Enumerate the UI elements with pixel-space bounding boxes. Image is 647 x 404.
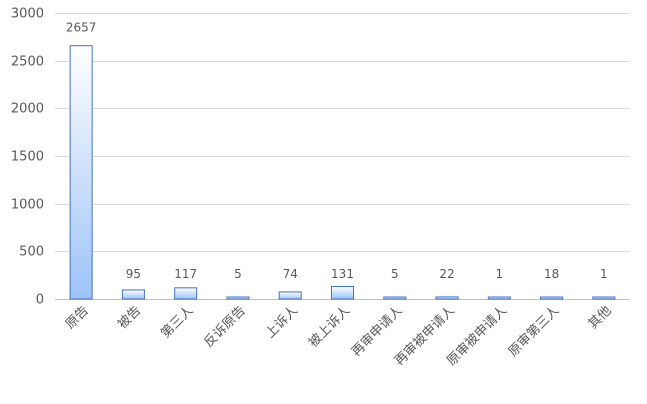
data-label: 5: [234, 267, 242, 281]
bar: [69, 45, 93, 300]
bars: [69, 45, 616, 300]
bar: [226, 296, 250, 300]
x-tick-label: 再审申请人: [349, 303, 406, 360]
bar: [487, 296, 511, 300]
x-axis: 原告 被告 第三人 反诉原告 上诉人 被上诉人再审申请人再审被申请人原审被申请人原审第三人…: [63, 303, 615, 369]
bar: [278, 291, 302, 300]
y-tick-label: 2500: [11, 55, 44, 70]
bar: [383, 296, 407, 300]
bar: [592, 296, 616, 300]
data-label: 2657: [66, 21, 97, 35]
bar: [331, 286, 354, 300]
data-label: 95: [126, 267, 141, 281]
x-tick-label: 第三人: [158, 303, 196, 341]
bar: [121, 289, 145, 300]
y-tick-label: 3000: [11, 7, 44, 22]
bar: [435, 296, 459, 300]
x-tick-label: 其他: [586, 303, 615, 332]
data-label: 18: [544, 267, 559, 281]
data-label: 1: [600, 267, 608, 281]
data-label: 1: [495, 267, 503, 281]
data-label: 22: [439, 267, 454, 281]
y-tick-label: 500: [19, 245, 44, 260]
x-tick-label: 上诉人: [263, 303, 301, 341]
bar: [540, 296, 564, 300]
y-tick-label: 1500: [11, 150, 44, 165]
y-tick-label: 1000: [11, 198, 44, 213]
data-labels: 2657 95 117 5 74 131 5 22 1 18 1: [66, 21, 608, 281]
y-axis: 0 500 1000 1500 2000 2500 3000: [11, 7, 44, 308]
x-tick-label: 原审第三人: [506, 303, 563, 360]
data-label: 117: [174, 267, 197, 281]
data-label: 74: [283, 267, 298, 281]
bar: [174, 287, 198, 300]
x-tick-label: 被告: [115, 303, 144, 332]
y-tick-label: 0: [36, 293, 44, 308]
data-label: 5: [391, 267, 399, 281]
y-tick-label: 2000: [11, 102, 44, 117]
x-tick-label: 原告: [63, 303, 92, 332]
gridlines: [55, 13, 630, 300]
x-tick-label: 被上诉人: [306, 303, 353, 350]
data-label: 131: [331, 267, 354, 281]
x-tick-label: 反诉原告: [201, 303, 248, 350]
